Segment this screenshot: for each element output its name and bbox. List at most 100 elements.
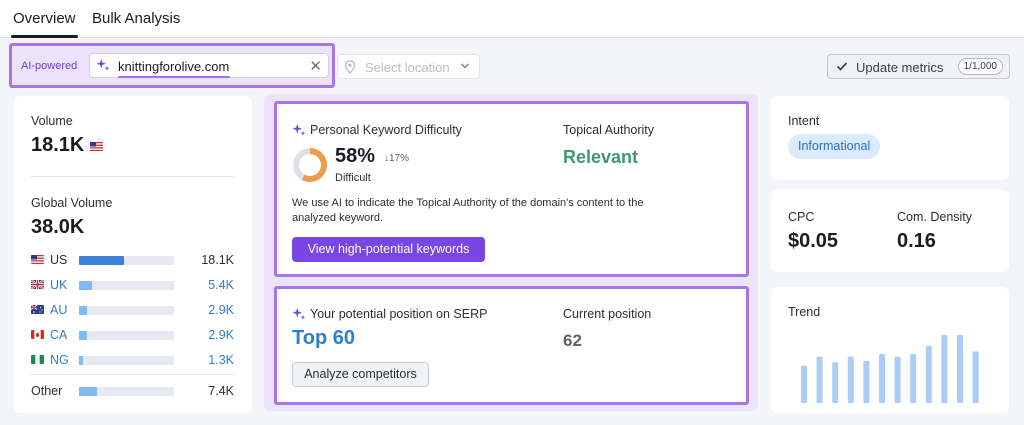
tab-bulk-analysis[interactable]: Bulk Analysis xyxy=(92,10,181,27)
check-icon xyxy=(836,62,848,71)
trend-label: Trend xyxy=(788,305,821,319)
serp-title: Your potential position on SERP xyxy=(310,307,488,321)
trend-bar xyxy=(879,354,885,403)
country-row[interactable]: NG 1.3K xyxy=(31,353,234,367)
country-row[interactable]: UK 5.4K xyxy=(31,278,234,292)
view-high-potential-keywords-button[interactable]: View high-potential keywords xyxy=(292,237,485,262)
trend-bar xyxy=(847,356,854,403)
volume-value: 18.1K xyxy=(31,134,85,156)
close-icon[interactable]: ✕ xyxy=(309,58,322,75)
country-volume: 18.1K xyxy=(201,253,234,267)
country-bar-fill xyxy=(79,256,124,265)
com-density-value: 0.16 xyxy=(897,230,936,252)
other-bar-track xyxy=(79,387,174,396)
sparkle-icon xyxy=(96,58,110,71)
pkd-change-value: 17% xyxy=(389,153,410,164)
analyze-competitors-button[interactable]: Analyze competitors xyxy=(292,362,429,387)
tab-bar: Overview Bulk Analysis xyxy=(0,0,1024,38)
trend-bar xyxy=(957,335,963,403)
country-bar-track xyxy=(79,331,174,340)
update-count-badge: 1/1,000 xyxy=(957,58,1003,75)
us-flag-icon xyxy=(90,142,103,151)
country-row[interactable]: CA 2.9K xyxy=(31,328,234,342)
country-bar-fill xyxy=(79,281,93,290)
pkd-title: Personal Keyword Difficulty xyxy=(310,123,462,137)
country-code[interactable]: AU xyxy=(50,303,68,317)
other-bar-fill xyxy=(79,387,98,396)
domain-input[interactable]: knittingforolive.com ✕ xyxy=(89,53,329,78)
domain-input-value: knittingforolive.com xyxy=(118,59,230,74)
country-volume[interactable]: 5.4K xyxy=(208,278,234,292)
current-position-value: 62 xyxy=(563,331,582,350)
pkd-change: ↓17% xyxy=(384,153,409,164)
serp-potential-value[interactable]: Top 60 xyxy=(292,327,355,349)
difficulty-donut-arc xyxy=(293,148,327,182)
global-volume-label: Global Volume xyxy=(31,196,113,210)
trend-chart xyxy=(801,335,979,403)
sparkle-icon xyxy=(292,307,306,320)
location-placeholder: Select location xyxy=(365,60,450,75)
country-code: US xyxy=(50,253,68,267)
ai-powered-label: AI-powered xyxy=(21,60,78,72)
uk-flag-icon xyxy=(31,280,44,289)
volume-card: Volume 18.1K Global Volume 38.0K US 18.1… xyxy=(14,96,252,413)
country-bar-fill xyxy=(79,306,87,315)
country-code[interactable]: NG xyxy=(50,353,69,367)
location-pin-icon xyxy=(344,60,356,74)
other-volume: 7.4K xyxy=(208,384,234,398)
volume-label: Volume xyxy=(31,114,73,128)
update-metrics-button[interactable]: Update metrics 1/1,000 xyxy=(827,54,1010,79)
ca-flag-icon xyxy=(31,330,44,339)
trend-bar xyxy=(801,365,807,403)
arrow-down-icon: ↓ xyxy=(384,153,389,164)
cpc-card: CPC $0.05 Com. Density 0.16 xyxy=(771,190,1009,272)
intent-card: Intent Informational xyxy=(771,96,1009,180)
ai-domain-box: AI-powered knittingforolive.com ✕ xyxy=(9,43,335,88)
pkd-level: Difficult xyxy=(335,172,371,184)
domain-underline xyxy=(118,76,230,78)
cpc-value: $0.05 xyxy=(788,230,839,252)
tab-overview[interactable]: Overview xyxy=(11,10,78,38)
trend-bar xyxy=(816,356,823,403)
serp-position-card: Your potential position on SERP Top 60 C… xyxy=(274,286,749,405)
difficulty-donut xyxy=(293,148,327,182)
trend-bar xyxy=(925,345,932,403)
country-volume[interactable]: 2.9K xyxy=(208,303,234,317)
trend-bar xyxy=(941,335,948,403)
other-divider xyxy=(31,374,234,375)
cpc-label: CPC xyxy=(788,210,815,224)
country-bar-track xyxy=(79,281,174,290)
us-flag-icon xyxy=(31,255,44,264)
other-label: Other xyxy=(31,384,63,398)
country-bar-track xyxy=(79,356,174,365)
topical-authority-note: We use AI to indicate the Topical Author… xyxy=(292,197,644,224)
country-bar-fill xyxy=(79,356,83,365)
volume-divider xyxy=(31,176,234,177)
topical-authority-value: Relevant xyxy=(563,147,639,167)
chevron-down-icon xyxy=(460,63,470,69)
trend-bar xyxy=(863,360,870,403)
country-volume[interactable]: 2.9K xyxy=(208,328,234,342)
current-position-label: Current position xyxy=(563,307,652,321)
country-row: US 18.1K xyxy=(31,253,234,267)
country-volume[interactable]: 1.3K xyxy=(208,353,234,367)
pkd-percent: 58% xyxy=(335,145,376,167)
trend-card: Trend xyxy=(771,287,1009,413)
au-flag-icon xyxy=(31,305,44,314)
other-row: Other 7.4K xyxy=(31,384,234,398)
trend-bar xyxy=(910,354,917,403)
personal-keyword-difficulty-card: Personal Keyword Difficulty 58% ↓17% Dif… xyxy=(274,101,749,277)
intent-label: Intent xyxy=(788,114,820,128)
country-bar-track xyxy=(79,256,174,265)
location-select[interactable]: Select location xyxy=(337,54,480,79)
sparkle-icon xyxy=(292,123,306,136)
trend-bar xyxy=(972,351,979,403)
intent-badge: Informational xyxy=(788,134,881,159)
country-row[interactable]: AU 2.9K xyxy=(31,303,234,317)
country-code[interactable]: CA xyxy=(50,328,68,342)
topical-authority-label: Topical Authority xyxy=(563,123,655,137)
country-code[interactable]: UK xyxy=(50,278,68,292)
ng-flag-icon xyxy=(31,355,44,364)
country-bar-track xyxy=(79,306,174,315)
country-bar-fill xyxy=(79,331,87,340)
